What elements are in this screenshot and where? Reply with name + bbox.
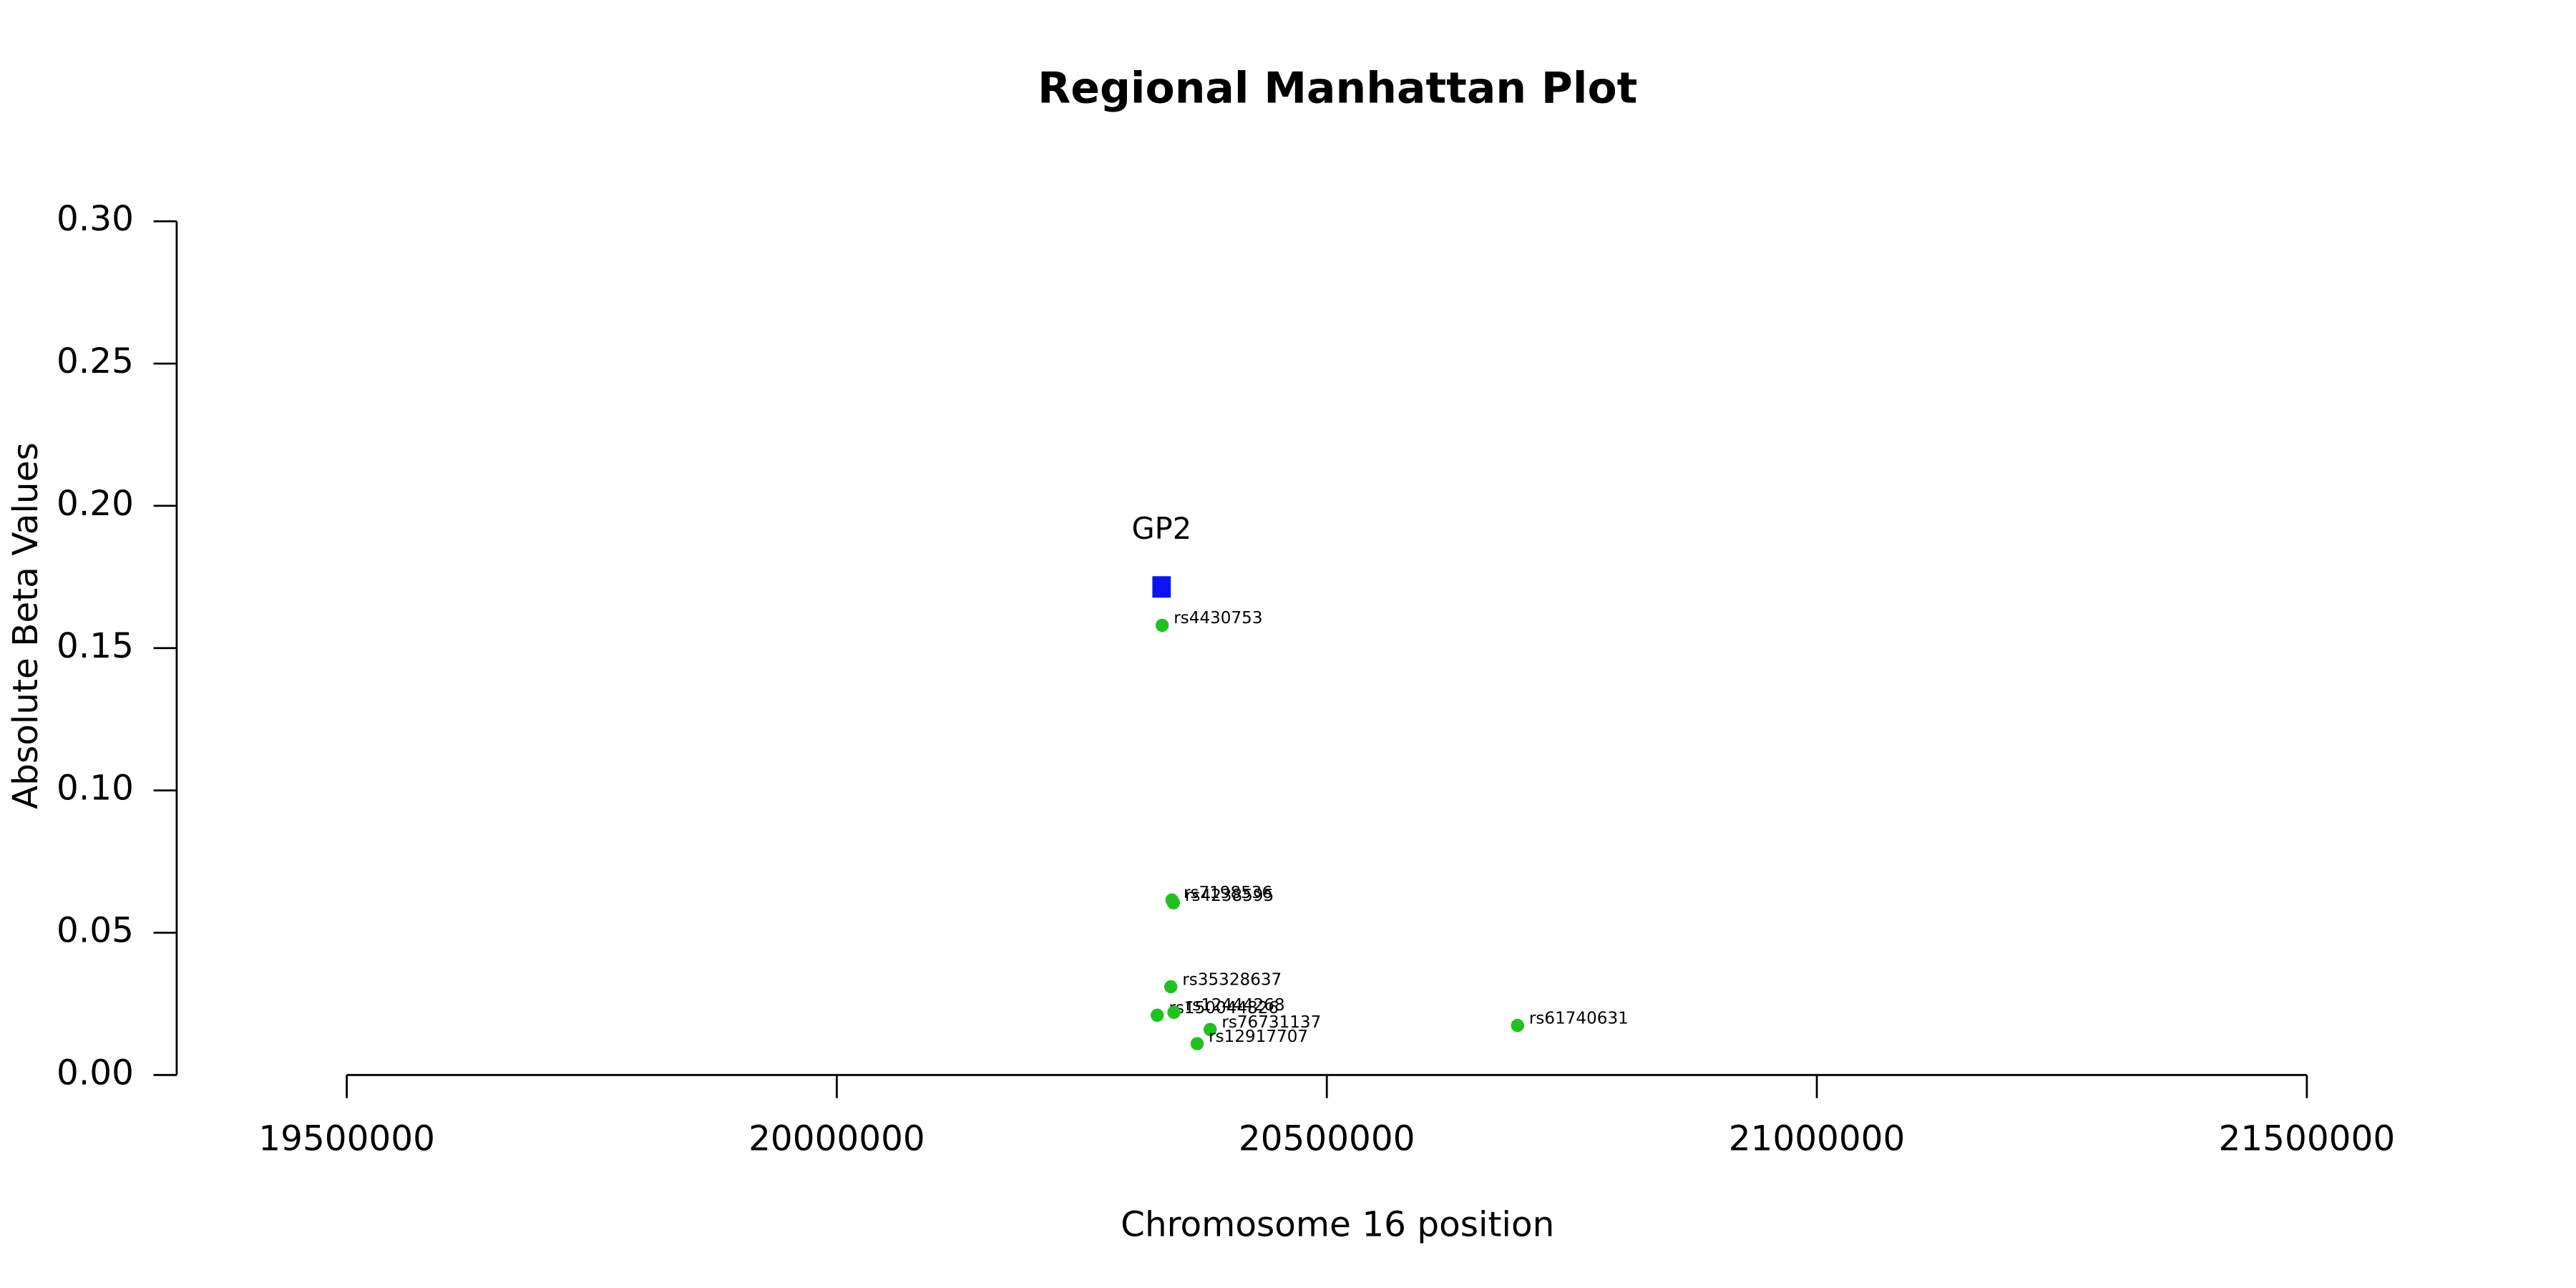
y-tick-label: 0.05 (57, 910, 134, 950)
gene-label: GP2 (1132, 511, 1192, 546)
chart-title: Regional Manhattan Plot (1038, 64, 1637, 114)
point (1190, 1037, 1204, 1050)
point-label: rs76731137 (1221, 1013, 1321, 1032)
point (1204, 1023, 1217, 1036)
point-label: rs35328637 (1182, 970, 1282, 989)
point (1167, 1005, 1181, 1020)
point-label: rs12444268 (1186, 996, 1285, 1015)
point-label: rs4430753 (1174, 609, 1262, 628)
y-tick-label: 0.30 (57, 199, 134, 239)
point (1511, 1018, 1524, 1033)
point (1151, 1008, 1164, 1023)
y-axis-label: Absolute Beta Values (6, 442, 46, 809)
y-tick-label: 0.25 (57, 341, 134, 381)
point-label: rs61740631 (1529, 1009, 1629, 1028)
point-label: rs4238595 (1185, 887, 1274, 905)
x-tick-label: 19500000 (258, 1119, 435, 1159)
point-label: rs12917707 (1209, 1028, 1308, 1046)
y-tick-label: 0.10 (57, 769, 134, 809)
y-tick-label: 0.00 (57, 1053, 134, 1093)
x-tick-label: 20500000 (1239, 1119, 1415, 1159)
point (1155, 618, 1169, 633)
point-label: rs7198536 (1184, 884, 1272, 902)
y-tick-label: 0.15 (57, 626, 134, 666)
x-axis-label: Chromosome 16 position (1121, 1205, 1554, 1245)
y-tick-label: 0.20 (57, 484, 134, 524)
point-label: rs150044826 (1169, 999, 1279, 1018)
gene-box (1152, 576, 1171, 598)
point (1166, 896, 1181, 909)
point (1163, 980, 1178, 994)
x-tick-label: 20000000 (748, 1119, 925, 1159)
x-tick-label: 21000000 (1729, 1119, 1906, 1159)
x-tick-label: 21500000 (2219, 1119, 2396, 1159)
